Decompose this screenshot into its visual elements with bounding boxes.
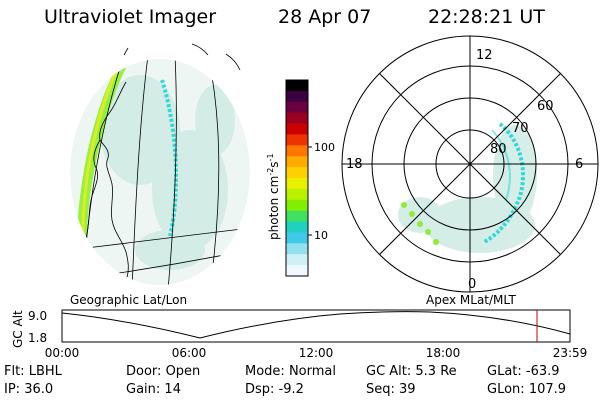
observation-date: 28 Apr 07 — [278, 6, 372, 28]
diffuse-emission — [100, 75, 235, 270]
observation-time: 22:28:21 UT — [428, 6, 545, 28]
altitude-xtick: 06:00 — [172, 346, 207, 360]
status-mode: Mode: Normal — [245, 364, 336, 379]
colorbar-swatch — [286, 134, 308, 146]
colorbar-swatch — [286, 199, 308, 212]
mlt-label-dawn: 6 — [575, 157, 583, 172]
colorbar-swatch — [286, 243, 308, 255]
altitude-xtick: 23:59 — [553, 346, 588, 360]
altitude-xtick: 18:00 — [426, 346, 461, 360]
colorbar-swatch — [286, 188, 308, 201]
altitude-ylabel: GC Alt — [11, 310, 25, 348]
colorbar-tick-label: 100 — [314, 141, 335, 154]
colorbar-swatch — [286, 178, 308, 190]
colorbar-swatch — [286, 232, 308, 244]
mlat-label: 70 — [512, 121, 529, 136]
colorbar-label: photon cm-2s-1 — [266, 153, 281, 240]
altitude-xtick: 12:00 — [299, 346, 334, 360]
colorbar-swatch — [286, 167, 308, 179]
geo-panel-label: Geographic Lat/Lon — [70, 293, 187, 307]
colorbar-swatch — [286, 210, 308, 223]
altitude-ytick: 9.0 — [28, 309, 47, 323]
status-filter: Flt: LBHL — [4, 364, 62, 379]
colorbar-frame — [285, 79, 309, 277]
status-ip: IP: 36.0 — [4, 382, 54, 397]
colorbar-swatch — [286, 80, 308, 92]
colorbar-swatch — [286, 123, 308, 135]
status-glon: GLon: 107.9 — [487, 382, 567, 397]
altitude-frame — [61, 309, 571, 343]
mlat-label: 60 — [537, 99, 554, 114]
status-door: Door: Open — [126, 364, 201, 379]
colorbar-swatch — [286, 265, 308, 277]
status-dsp: Dsp: -9.2 — [245, 382, 304, 397]
colorbar-swatch — [286, 254, 308, 266]
altitude-plot: GC Alt 9.0 1.8 00:00 06:00 12:00 18:00 2… — [11, 309, 587, 360]
status-glat: GLat: -63.9 — [487, 364, 560, 379]
polar-oval — [483, 122, 525, 244]
colorbar-tick-label: 10 — [314, 229, 328, 242]
altitude-xtick: 00:00 — [45, 346, 80, 360]
colorbar-swatch — [286, 221, 308, 233]
colorbar-swatch — [286, 145, 308, 157]
mlat-label: 80 — [490, 142, 507, 157]
mlt-label-midnight: 0 — [468, 277, 476, 292]
geo-grid-outer — [123, 43, 241, 71]
status-seq: Seq: 39 — [366, 382, 416, 397]
colorbar: 100 10 photon cm-2s-1 — [266, 79, 335, 277]
colorbar-swatch — [286, 156, 308, 168]
polar-bright-spots — [401, 202, 439, 245]
polar-grid — [341, 35, 599, 293]
altitude-ytick: 1.8 — [28, 331, 47, 345]
altitude-trace — [61, 311, 571, 339]
status-gain: Gain: 14 — [126, 382, 181, 397]
apex-panel-label: Apex MLat/MLT — [426, 293, 516, 307]
status-gc-alt: GC Alt: 5.3 Re — [366, 364, 457, 379]
mlt-label-dusk: 18 — [346, 157, 363, 172]
colorbar-swatch — [286, 90, 308, 103]
instrument-title: Ultraviolet Imager — [44, 6, 217, 28]
colorbar-swatch — [286, 112, 308, 125]
mlt-label-noon: 12 — [476, 48, 493, 63]
colorbar-swatch — [286, 101, 308, 114]
aurora-arc-secondary — [160, 79, 179, 237]
geographic-image — [70, 43, 250, 285]
polar-plot: 12 18 6 0 60 70 80 — [341, 35, 599, 293]
aurora-arc-core — [81, 71, 118, 246]
